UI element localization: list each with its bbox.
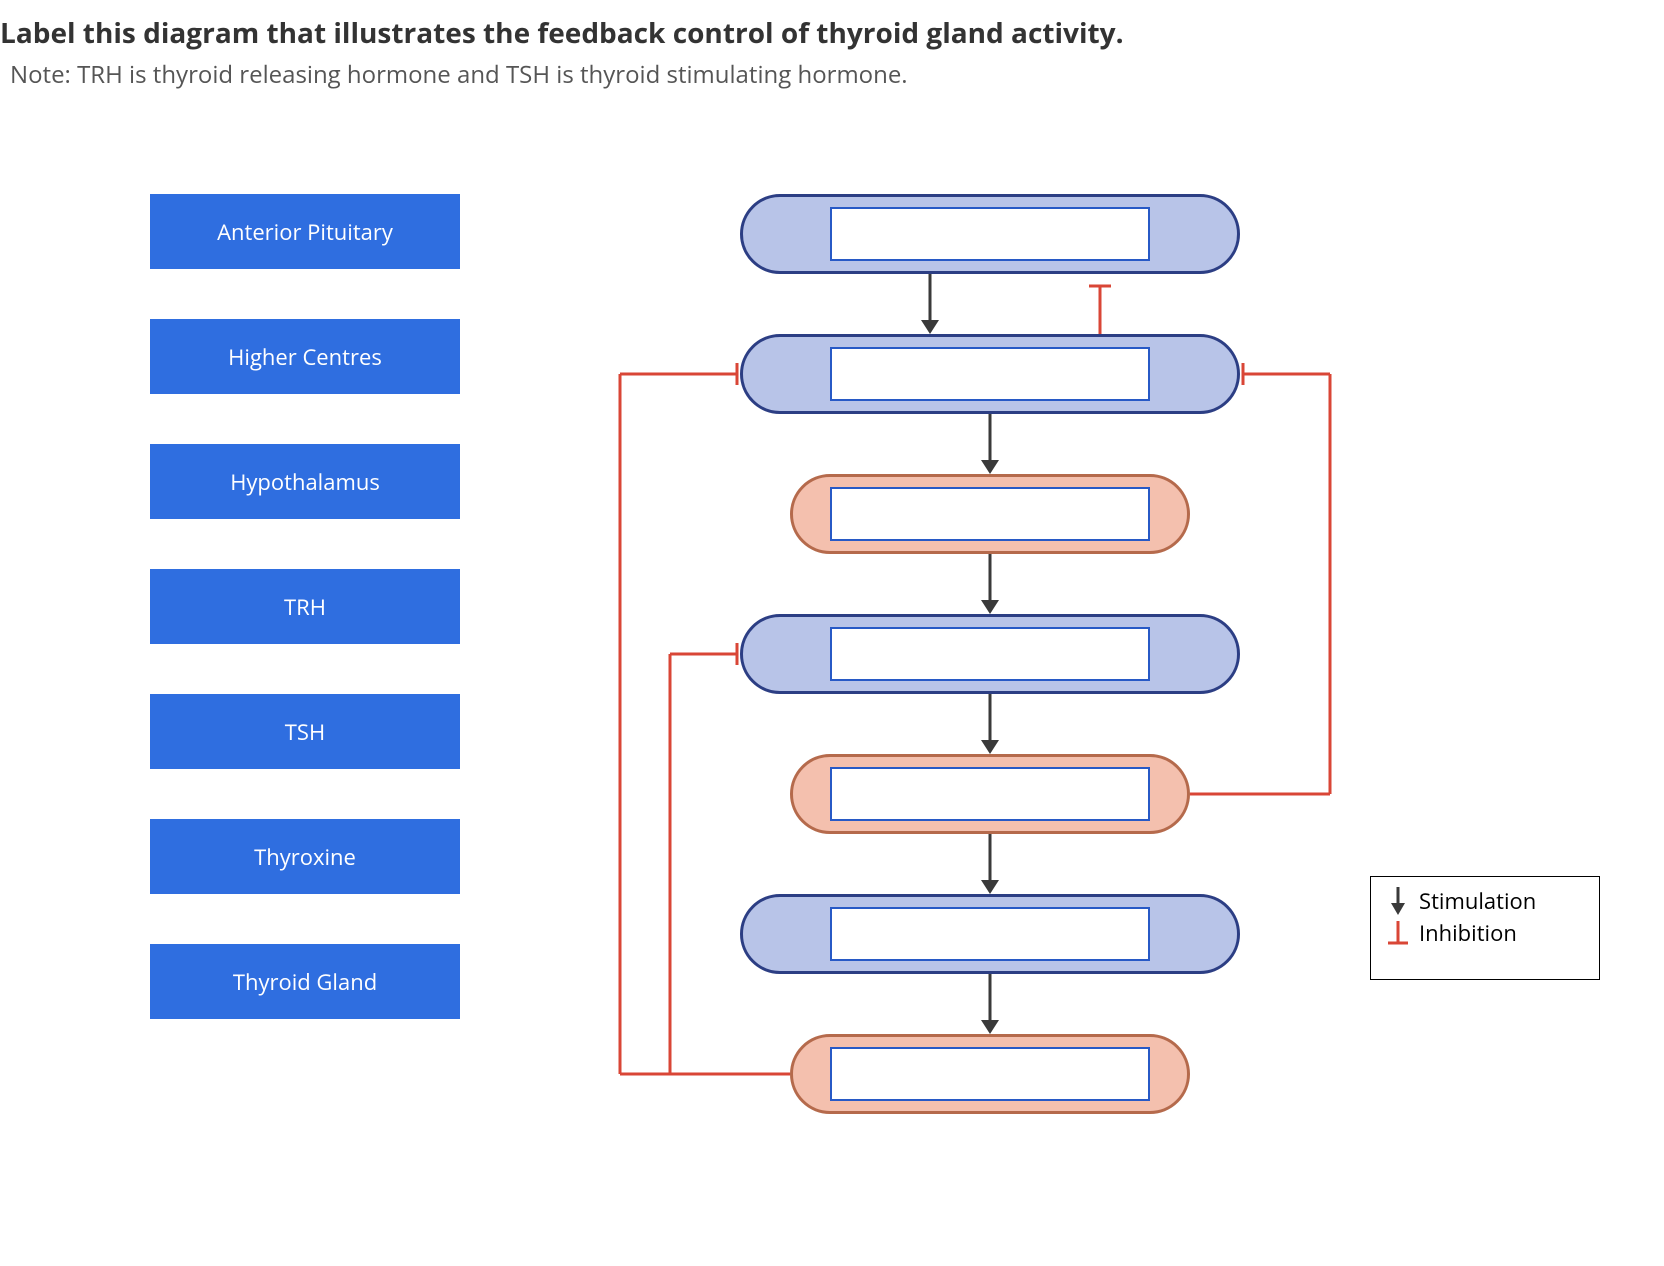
drop-slot-n2[interactable] [830, 347, 1150, 401]
drop-slot-n3[interactable] [830, 487, 1150, 541]
label-chip-thyroid-gland[interactable]: Thyroid Gland [150, 944, 460, 1019]
drop-slot-n4[interactable] [830, 627, 1150, 681]
label-chip-higher-centres[interactable]: Higher Centres [150, 319, 460, 394]
inhibition-icon [1385, 917, 1411, 949]
legend-stim-label: Stimulation [1419, 887, 1536, 916]
drop-slot-n1[interactable] [830, 207, 1150, 261]
label-chip-trh[interactable]: TRH [150, 569, 460, 644]
label-chip-thyroxine[interactable]: Thyroxine [150, 819, 460, 894]
question-note: Note: TRH is thyroid releasing hormone a… [10, 58, 908, 91]
arrow-down-icon [1385, 885, 1411, 917]
page-root: Label this diagram that illustrates the … [0, 0, 1664, 1266]
drop-slot-n7[interactable] [830, 1047, 1150, 1101]
legend-row-stimulation: Stimulation [1385, 885, 1585, 917]
question-heading: Label this diagram that illustrates the … [0, 14, 1124, 52]
label-chip-tsh[interactable]: TSH [150, 694, 460, 769]
drop-slot-n5[interactable] [830, 767, 1150, 821]
drop-slot-n6[interactable] [830, 907, 1150, 961]
legend-inhib-label: Inhibition [1419, 919, 1517, 948]
label-chip-hypothalamus[interactable]: Hypothalamus [150, 444, 460, 519]
legend-box: Stimulation Inhibition [1370, 876, 1600, 980]
label-chip-anterior-pituitary[interactable]: Anterior Pituitary [150, 194, 460, 269]
legend-row-inhibition: Inhibition [1385, 917, 1585, 949]
